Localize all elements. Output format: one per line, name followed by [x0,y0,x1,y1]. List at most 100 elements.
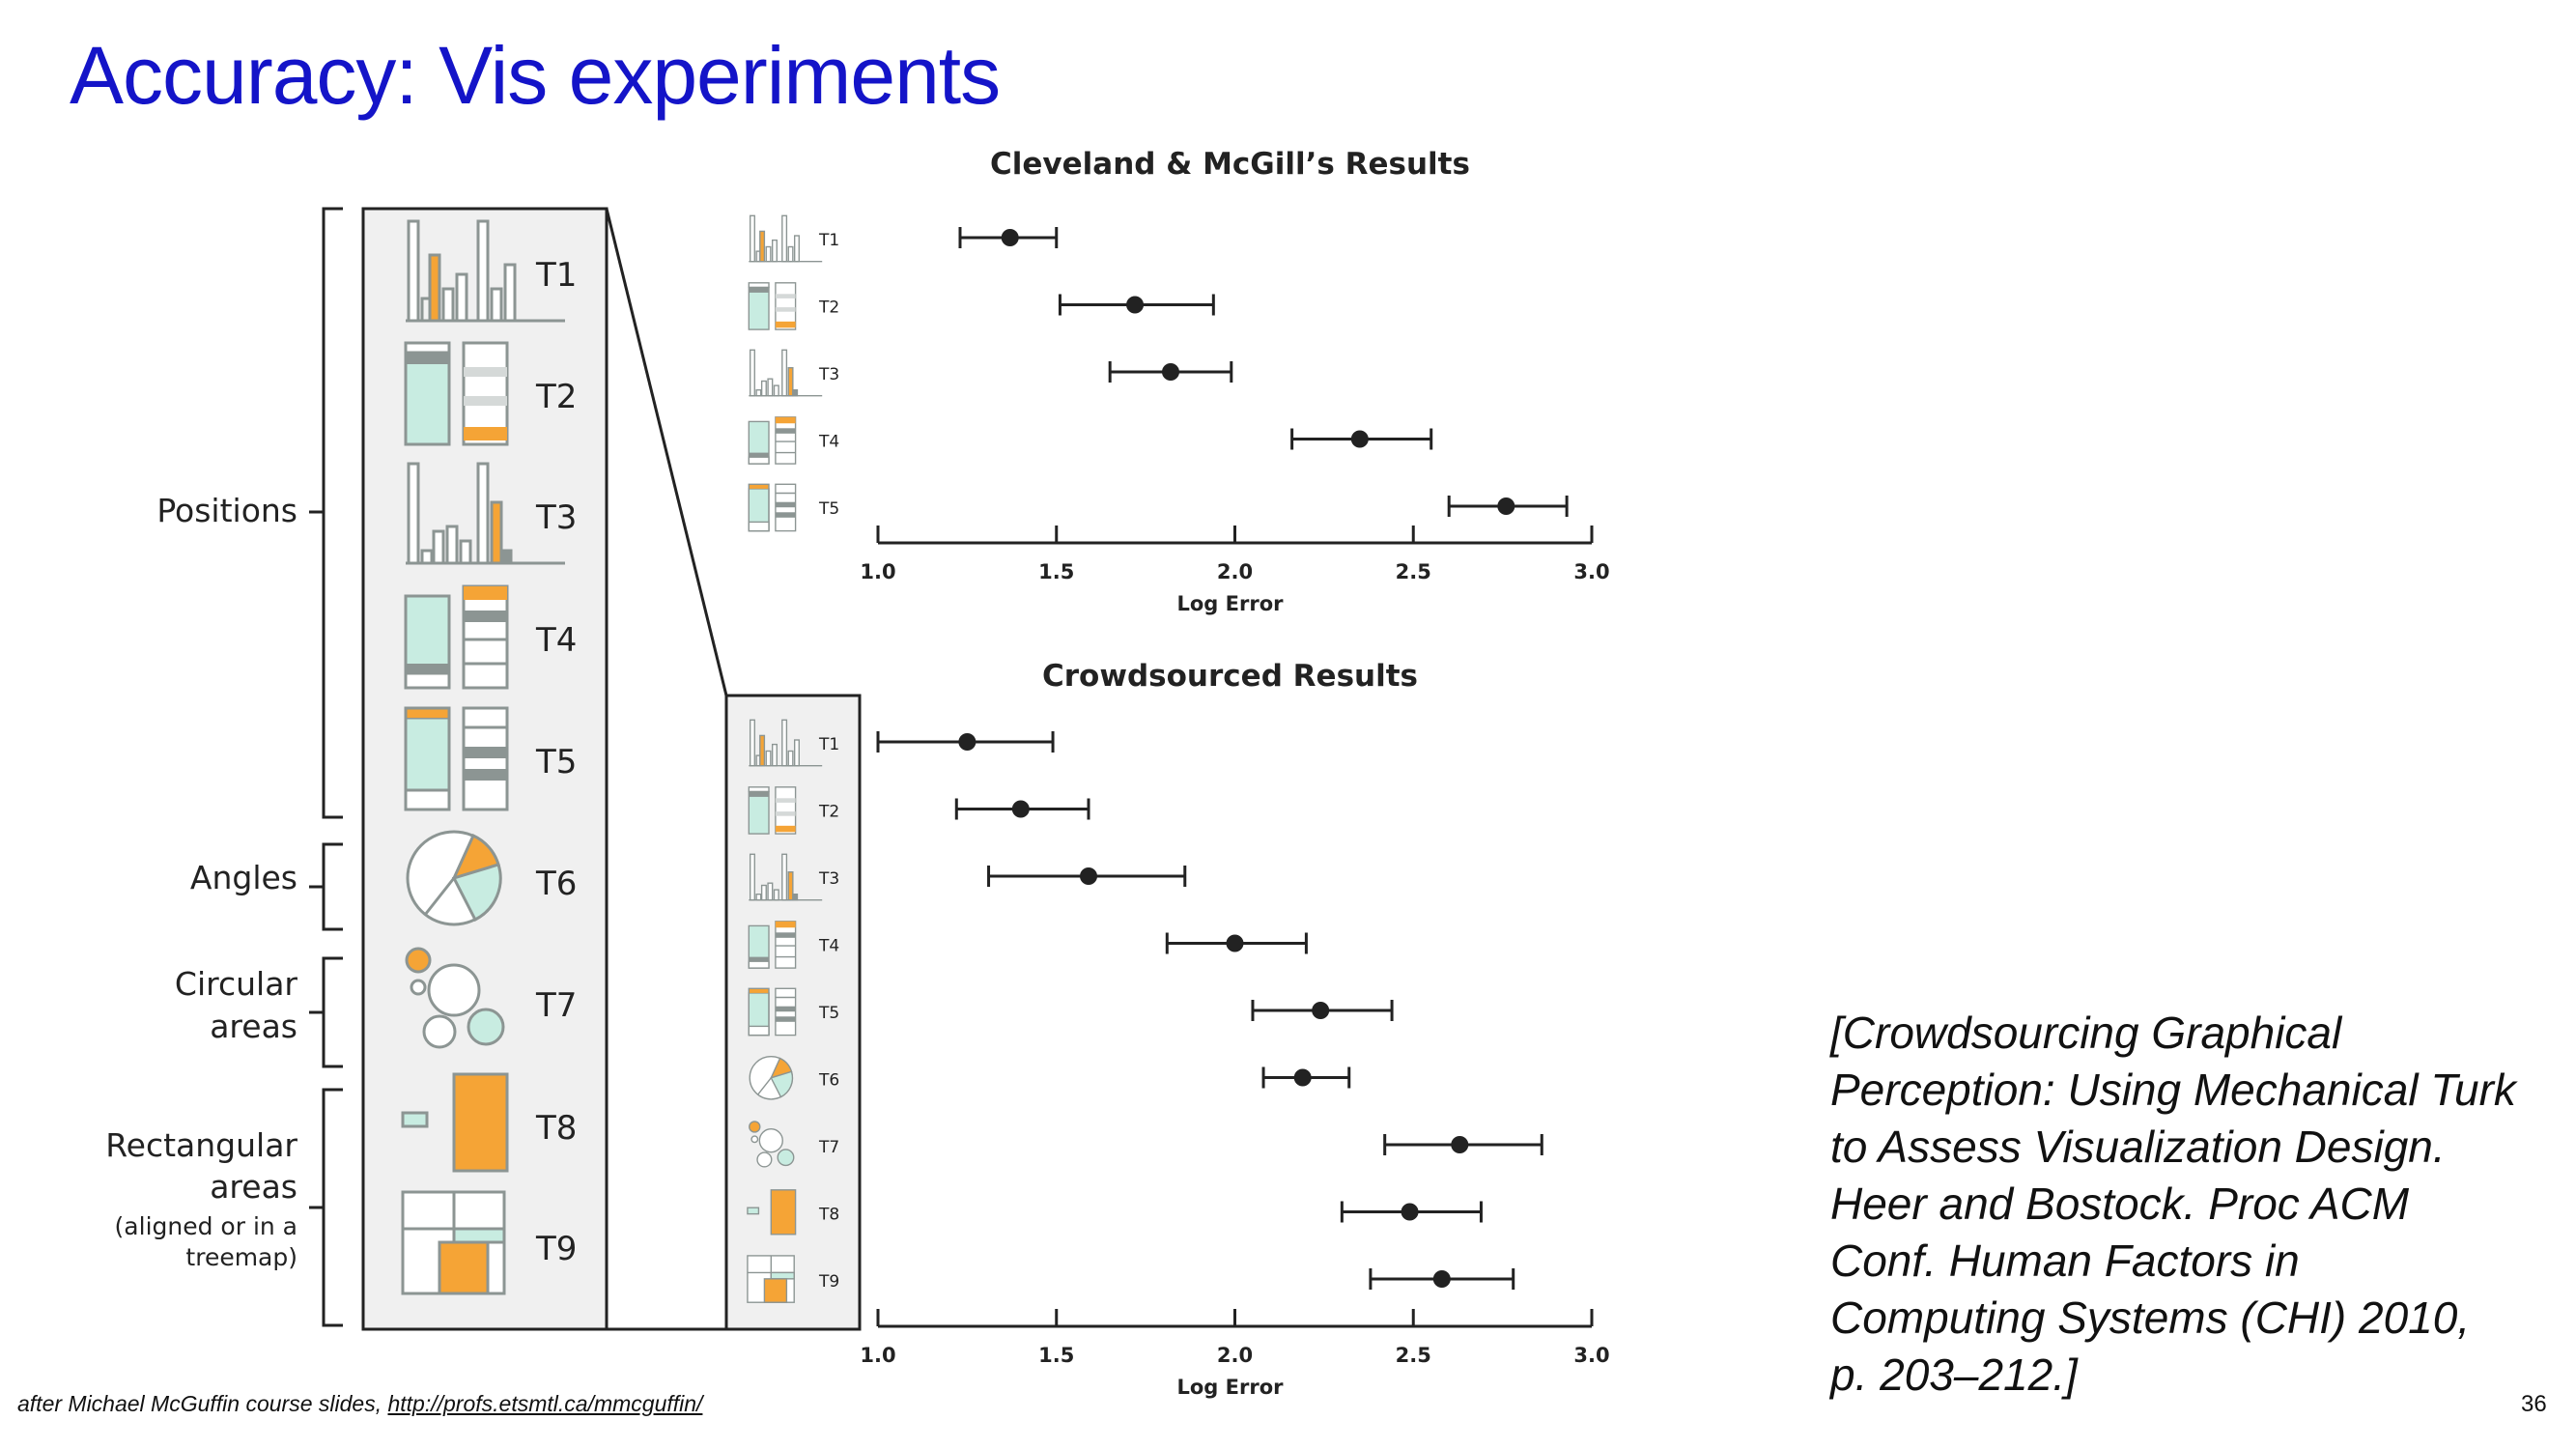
task-label-T8: T8 [535,1109,577,1148]
group-bracket-4 [309,1088,343,1327]
x-tick-label: 2.0 [1217,560,1253,583]
group-label-1: Positions [156,492,297,529]
group-label-3: Circular [175,965,298,1003]
task-label-T2: T2 [535,378,577,416]
category-label: T3 [818,869,839,889]
data-point [1226,934,1244,952]
stacked-bar-icon [748,786,797,835]
data-point [958,733,977,751]
page-number: 36 [2521,1391,2547,1417]
group-bracket-2 [309,842,343,931]
task-legend-panel: T1 T2 T3 T4 T5 T6 T7 T8 T9 Positions Angles Circula… [105,207,609,1331]
x-tick-label: 1.0 [860,1344,895,1367]
data-point [1312,1002,1330,1019]
data-point [1293,1068,1312,1087]
citation-line: [Crowdsourcing Graphical [1830,1008,2342,1058]
x-tick-label: 1.5 [1038,1344,1074,1367]
group-label-4: Rectangular [105,1126,297,1164]
category-label: T3 [818,365,839,384]
treemap-icon [401,1190,506,1295]
rectangles-icon [401,1072,509,1173]
data-point [1126,296,1145,314]
bar-chart-grouped-icon [406,462,565,565]
bar-chart-grouped-icon [749,853,823,901]
data-point [1497,497,1515,515]
x-axis-label: Log Error [1177,1376,1285,1399]
category-label: T2 [818,298,839,318]
x-tick-label: 3.0 [1573,1344,1609,1367]
stacked-bar-top-icon [748,987,797,1037]
connector-line [605,208,728,696]
category-label: T9 [818,1272,839,1292]
x-tick-label: 2.0 [1217,1344,1253,1367]
bar-chart-icon [406,219,565,323]
stacked-bar-icon [748,282,797,330]
category-label: T1 [818,735,839,754]
bubbles-icon [405,947,505,1049]
citation-line: to Assess Visualization Design. [1830,1122,2446,1172]
stacked-bar-top-icon [404,706,509,811]
citation-line: p. 203–212.] [1830,1350,2078,1400]
data-point [1350,430,1369,448]
task-label-T4: T4 [535,621,577,660]
chart-title: Crowdsourced Results [1042,659,1418,694]
stacked-bar-top-icon [748,483,797,532]
pie-chart-icon [406,830,502,926]
stacked-bar-dual-icon [748,921,797,969]
data-point [1161,363,1179,381]
category-label: T2 [818,803,839,822]
data-point [1011,800,1030,818]
rectangles-icon [747,1189,797,1236]
bar-chart-grouped-icon [749,349,823,397]
stacked-bar-dual-icon [404,584,509,690]
data-point [1001,229,1019,246]
bubbles-icon [749,1121,795,1168]
bar-chart-icon [749,719,823,767]
citation-line: Computing Systems (CHI) 2010, [1830,1293,2471,1343]
group-label-2: Angles [190,859,297,896]
x-tick-label: 2.5 [1396,1344,1431,1367]
x-tick-label: 2.5 [1396,560,1431,583]
group-label-4: (aligned or in a [115,1212,297,1240]
group-label-4: treemap) [185,1243,297,1271]
data-point [1432,1270,1451,1288]
pie-chart-icon [749,1056,794,1100]
task-label-T9: T9 [535,1230,577,1268]
group-label-4: areas [210,1168,297,1206]
category-label: T7 [818,1138,839,1157]
task-label-T5: T5 [535,743,577,781]
group-bracket-1 [309,207,343,819]
stacked-bar-icon [404,341,509,446]
x-axis-label: Log Error [1177,592,1285,615]
chart-title: Cleveland & McGill’s Results [990,147,1470,182]
category-label: T5 [818,499,839,519]
group-bracket-3 [309,956,343,1068]
citation-block: [Crowdsourcing Graphical Perception: Usi… [1830,1005,2526,1404]
task-label-T3: T3 [535,498,577,537]
task-label-T1: T1 [535,256,577,295]
crowdsourced-chart: Crowdsourced Results T1 T2 T3 T4 T5 T6 T7 T8 T9 1.… [747,659,1610,1399]
citation-line: Perception: Using Mechanical Turk [1830,1065,2516,1115]
treemap-icon [747,1255,795,1303]
group-label-3: areas [210,1008,297,1045]
category-label: T6 [818,1071,839,1091]
data-point [1451,1136,1469,1153]
category-label: T4 [818,937,839,956]
category-label: T1 [818,231,839,250]
category-label: T4 [818,433,839,452]
credit-link[interactable]: http://profs.etsmtl.ca/mmcguffin/ [387,1391,703,1416]
stacked-bar-dual-icon [748,416,797,465]
cleveland-mcgill-chart: Cleveland & McGill’s Results T1 T2 T3 T4 T5 1.… [748,147,1610,615]
bar-chart-icon [749,214,823,263]
task-label-T6: T6 [535,865,577,903]
slide-title: Accuracy: Vis experiments [70,30,1001,121]
citation-line: Heer and Bostock. Proc ACM [1830,1179,2410,1229]
x-tick-label: 1.0 [860,560,895,583]
x-tick-label: 1.5 [1038,560,1074,583]
category-label: T5 [818,1004,839,1023]
x-tick-label: 3.0 [1573,560,1609,583]
credit-text: after Michael McGuffin course slides, [17,1391,388,1416]
data-point [1080,867,1098,885]
task-label-T7: T7 [535,986,577,1025]
